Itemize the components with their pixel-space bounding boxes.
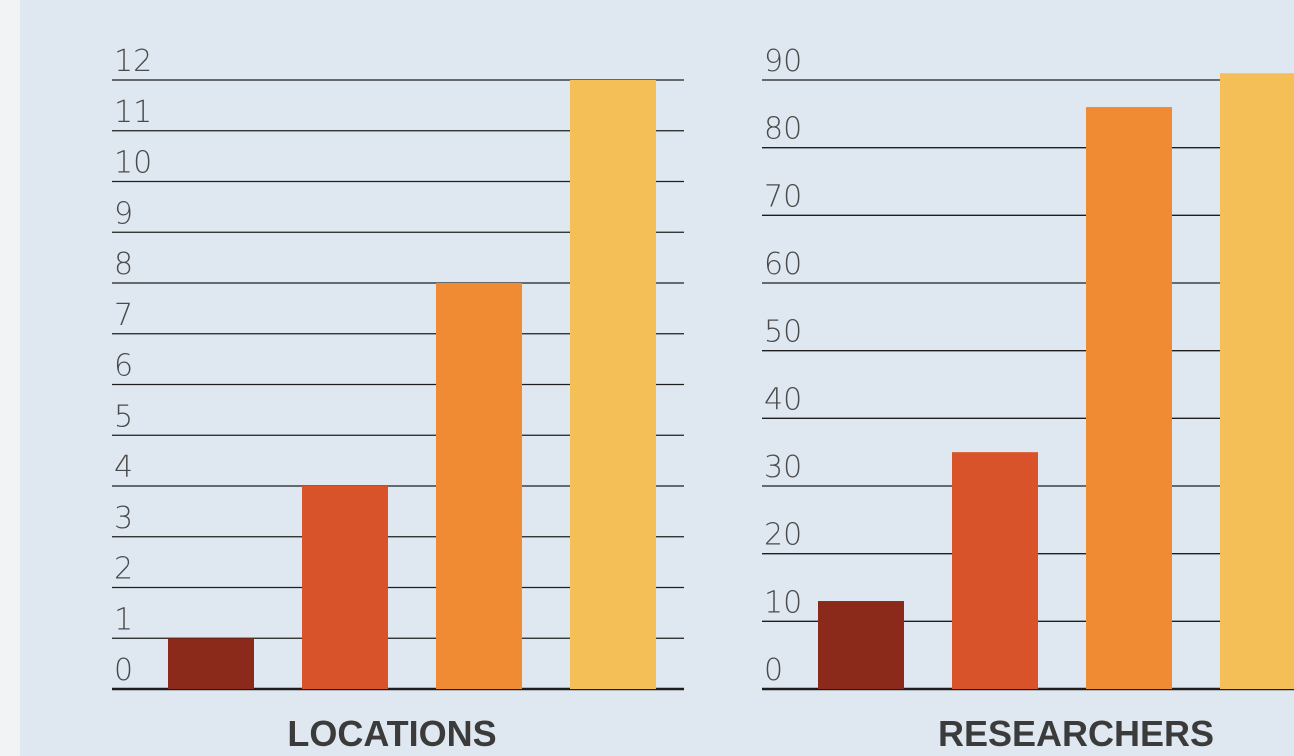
locations-y-tick-label: 4 — [114, 450, 133, 485]
researchers-y-tick-label: 20 — [764, 518, 802, 553]
locations-y-tick-label: 1 — [114, 602, 133, 637]
chart-panel: 0 1 2 3 4 5 6 7 8 9 10 11 12 0 10 20 30 40 50 60 70 80 90 LOC… — [20, 0, 1294, 756]
researchers-y-tick-label: 70 — [764, 179, 802, 214]
researchers-y-tick-label: 60 — [764, 247, 802, 282]
locations-bar — [302, 486, 388, 689]
researchers-y-tick-label: 80 — [764, 112, 802, 147]
locations-bar — [436, 283, 522, 689]
locations-y-tick-label: 0 — [114, 653, 133, 688]
locations-bar — [168, 638, 254, 689]
researchers-bar — [818, 601, 904, 689]
researchers-y-tick-label: 10 — [764, 585, 802, 620]
locations-y-tick-label: 9 — [114, 196, 133, 231]
researchers-y-tick-label: 30 — [764, 450, 802, 485]
researchers-bar — [1086, 107, 1172, 690]
locations-y-tick-label: 10 — [114, 146, 152, 181]
locations-y-tick-label: 5 — [114, 399, 133, 434]
researchers-bar — [1220, 73, 1294, 689]
researchers-y-tick-label: 90 — [764, 44, 802, 79]
locations-y-tick-label: 12 — [114, 44, 152, 79]
researchers-y-tick-label: 50 — [764, 315, 802, 350]
locations-y-tick-label: 7 — [114, 298, 133, 333]
researchers-bar — [952, 452, 1038, 689]
locations-bar — [570, 80, 656, 689]
locations-y-tick-label: 2 — [114, 552, 133, 587]
locations-y-tick-label: 8 — [114, 247, 133, 282]
researchers-chart: 0 10 20 30 40 50 60 70 80 90 — [762, 44, 1294, 691]
locations-chart-title: LOCATIONS — [287, 713, 496, 754]
locations-y-tick-label: 3 — [114, 501, 133, 536]
locations-y-tick-label: 6 — [114, 349, 133, 384]
researchers-chart-title: RESEARCHERS — [938, 713, 1214, 754]
researchers-y-tick-label: 0 — [764, 653, 783, 688]
researchers-y-tick-label: 40 — [764, 382, 802, 417]
locations-y-tick-label: 11 — [114, 95, 152, 130]
